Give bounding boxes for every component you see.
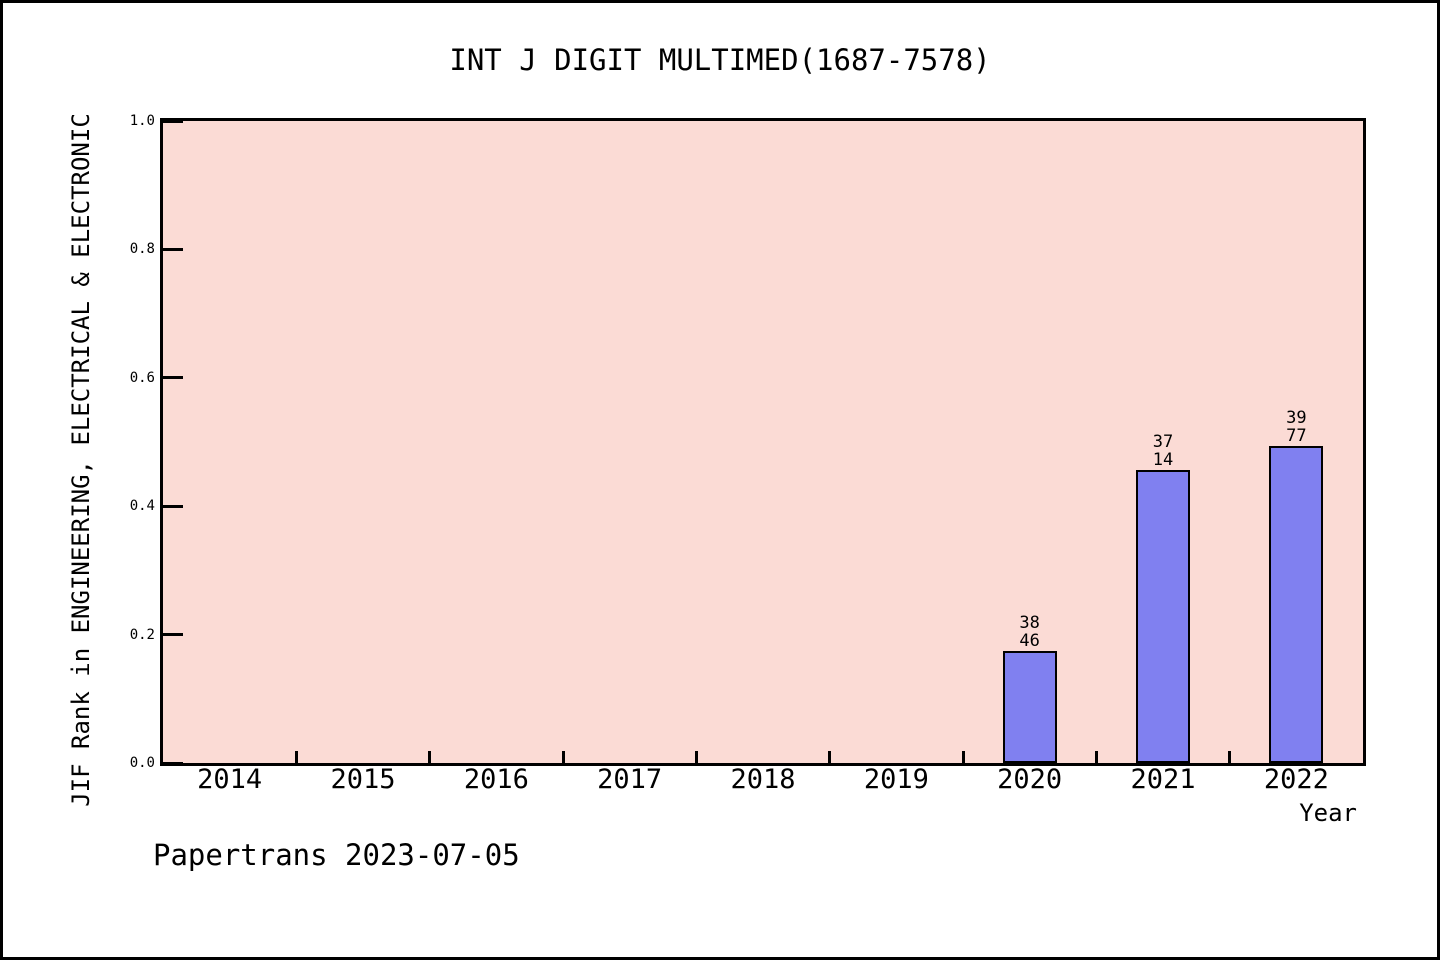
bar-value-label-2022: 39 77 <box>1246 409 1346 445</box>
bar-2022 <box>1269 446 1324 763</box>
x-tick-mark <box>961 751 965 763</box>
y-tick-label: 0.2 <box>129 626 155 643</box>
y-tick-label: 0.6 <box>129 369 155 386</box>
y-tick-label: 0.4 <box>129 498 155 515</box>
bar-value-label-2020: 38 46 <box>980 614 1080 650</box>
y-axis-label: JIF Rank in ENGINEERING, ELECTRICAL & EL… <box>67 113 95 807</box>
x-tick-mark <box>294 751 298 763</box>
y-tick-label: 1.0 <box>129 113 155 129</box>
x-tick-mark <box>428 751 432 763</box>
bar-value-line: 77 <box>1286 426 1307 446</box>
x-tick-mark <box>1094 751 1098 763</box>
bar-value-line: 46 <box>1019 631 1040 651</box>
bar-2021 <box>1136 470 1190 763</box>
bar-value-line: 14 <box>1152 450 1174 470</box>
x-axis-label: Year <box>1299 799 1357 827</box>
plot-area: 38 46 37 14 39 77 <box>160 118 1366 766</box>
y-tick-mark <box>163 247 183 251</box>
x-tick-label-2017: 2017 <box>597 764 663 795</box>
plot-inner-area: 38 46 37 14 39 77 <box>163 121 1363 763</box>
y-tick-mark <box>163 761 183 763</box>
x-tick-label-2019: 2019 <box>863 764 929 795</box>
x-tick-mark <box>1228 751 1232 763</box>
x-tick-mark <box>561 751 565 763</box>
chart-title: INT J DIGIT MULTIMED(1687-7578) <box>449 43 991 77</box>
x-tick-mark <box>694 751 698 763</box>
x-tick-label-2018: 2018 <box>730 764 796 795</box>
bar-value-line: 39 <box>1286 408 1307 428</box>
bar-value-line: 37 <box>1152 432 1174 452</box>
footer-watermark: Papertrans 2023-07-05 <box>153 838 520 872</box>
bar-value-label-2021: 37 14 <box>1113 433 1213 469</box>
x-tick-label-2016: 2016 <box>463 764 529 795</box>
x-tick-mark <box>828 751 832 763</box>
x-tick-label-2015: 2015 <box>330 764 396 795</box>
x-tick-label-2014: 2014 <box>197 764 263 795</box>
y-tick-mark <box>163 504 183 508</box>
y-tick-mark <box>163 121 183 123</box>
x-tick-label-2020: 2020 <box>997 764 1063 795</box>
y-tick-label: 0.8 <box>129 241 155 258</box>
x-tick-label-2021: 2021 <box>1130 764 1196 795</box>
bar-2020 <box>1002 651 1057 763</box>
y-tick-mark <box>163 633 183 637</box>
bar-value-line: 38 <box>1019 613 1040 633</box>
y-tick-mark <box>163 376 183 380</box>
y-tick-label: 0.0 <box>129 755 155 771</box>
x-tick-label-2022: 2022 <box>1263 764 1329 795</box>
